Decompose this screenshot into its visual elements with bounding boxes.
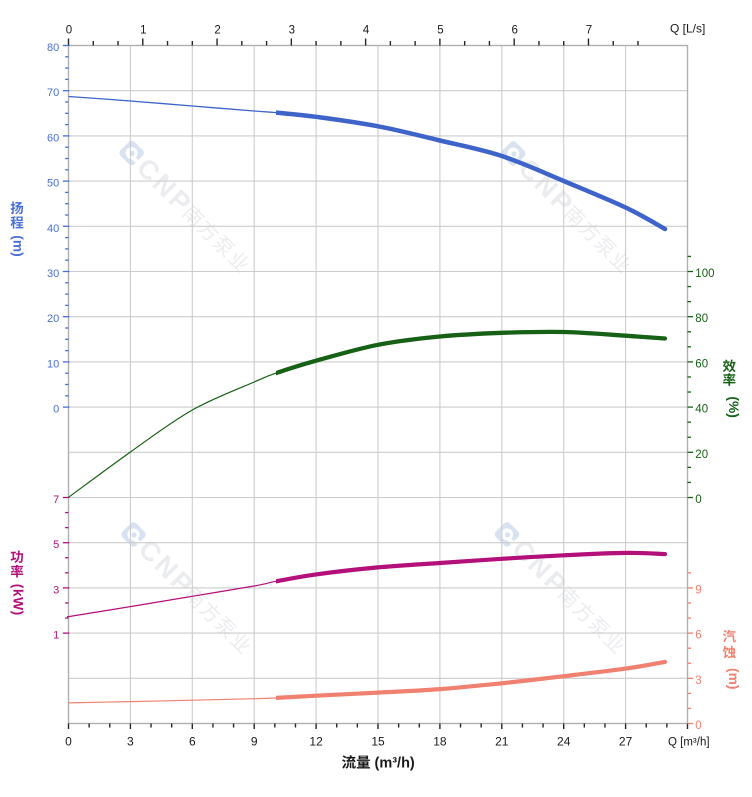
svg-text:10: 10	[47, 358, 59, 370]
svg-text:24: 24	[557, 734, 571, 748]
svg-text:6: 6	[189, 734, 196, 748]
svg-text:1: 1	[53, 630, 59, 642]
svg-text:20: 20	[695, 449, 708, 461]
svg-text:80: 80	[47, 42, 59, 54]
svg-text:2: 2	[214, 24, 220, 36]
svg-text:5: 5	[437, 24, 443, 36]
svg-text:21: 21	[495, 734, 509, 748]
svg-text:0: 0	[695, 720, 701, 732]
svg-text:12: 12	[309, 734, 323, 748]
svg-text:3: 3	[127, 734, 134, 748]
svg-text:20: 20	[47, 313, 59, 325]
svg-text:(kW): (kW)	[10, 584, 25, 616]
svg-text:3: 3	[53, 584, 59, 596]
svg-text:7: 7	[586, 24, 592, 36]
svg-text:60: 60	[47, 132, 59, 144]
svg-text:3: 3	[289, 24, 295, 36]
svg-text:6: 6	[695, 630, 701, 642]
svg-text:0: 0	[65, 734, 72, 748]
svg-text:6: 6	[511, 24, 517, 36]
svg-text:0: 0	[695, 494, 701, 506]
svg-text:50: 50	[47, 178, 59, 190]
svg-text:18: 18	[433, 734, 447, 748]
svg-text:70: 70	[47, 87, 59, 99]
svg-text:1: 1	[140, 24, 146, 36]
svg-text:30: 30	[47, 268, 59, 280]
svg-text:80: 80	[695, 313, 708, 325]
svg-text:5: 5	[53, 539, 59, 551]
svg-text:0: 0	[66, 24, 72, 36]
svg-text:40: 40	[47, 223, 59, 235]
svg-text:27: 27	[619, 734, 633, 748]
svg-text:Q [L/s]: Q [L/s]	[670, 22, 705, 36]
svg-text:0: 0	[53, 404, 59, 416]
svg-text:(%): (%)	[726, 396, 741, 417]
svg-text:15: 15	[371, 734, 385, 748]
svg-text:3: 3	[695, 675, 701, 687]
svg-text:4: 4	[363, 24, 370, 36]
svg-text:9: 9	[251, 734, 258, 748]
svg-text:7: 7	[53, 494, 59, 506]
svg-text:(m³/h): (m³/h)	[375, 756, 415, 772]
svg-text:40: 40	[695, 404, 708, 416]
svg-text:60: 60	[695, 358, 708, 370]
svg-text:9: 9	[695, 584, 701, 596]
svg-text:(m): (m)	[726, 668, 741, 689]
svg-text:100: 100	[695, 268, 714, 280]
svg-text:(m): (m)	[10, 235, 25, 256]
svg-text:Q [m³/h]: Q [m³/h]	[668, 736, 710, 748]
